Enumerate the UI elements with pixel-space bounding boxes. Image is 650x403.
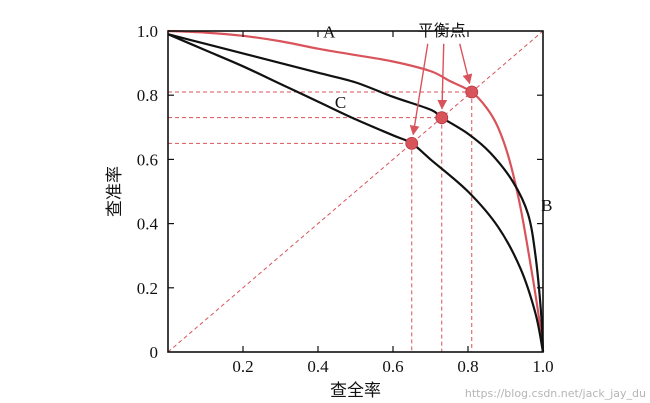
watermark: https://blog.csdn.net/jack_jay_du: [465, 387, 646, 400]
break-even-annotation: 平衡点: [418, 21, 466, 40]
x-tick-label: 0.4: [307, 357, 329, 376]
y-tick-label: 0.4: [137, 215, 159, 234]
x-axis-title: 查全率: [330, 381, 381, 401]
curve-label-c: C: [335, 93, 346, 112]
y-tick-label: 0: [150, 343, 159, 362]
break-even-point: [405, 136, 419, 150]
curves: [167, 29, 545, 353]
y-tick-label: 0.2: [137, 279, 158, 298]
curve-label-b: B: [541, 196, 552, 215]
diagonal-line: [167, 30, 544, 353]
x-tick-label: 0.2: [232, 357, 253, 376]
x-tick-label: 1.0: [532, 357, 553, 376]
curve-c: [167, 33, 545, 353]
break-even-markers: [405, 85, 479, 150]
axis-ticks: 0.2 0.4 0.6 0.8 1.0 0 0.2 0.4 0.6 0.8 1.0: [137, 22, 554, 376]
annotation-arrows: [409, 43, 473, 136]
break-even-point: [465, 85, 479, 99]
y-tick-label: 0.8: [137, 86, 158, 105]
curve-label-a: A: [323, 22, 336, 41]
curve-b: [167, 33, 545, 353]
annotation-arrow: [437, 43, 448, 110]
break-even-point: [435, 111, 449, 125]
x-tick-label: 0.6: [382, 357, 403, 376]
x-tick-label: 0.8: [457, 357, 478, 376]
y-tick-label: 0.6: [137, 150, 158, 169]
annotation-arrow: [409, 43, 429, 136]
curve-labels: A B C: [323, 22, 552, 214]
curve-a: [167, 29, 545, 353]
y-axis-title: 查准率: [105, 166, 125, 217]
plot-frame: [167, 30, 544, 353]
annotation-arrow: [459, 43, 473, 85]
y-tick-label: 1.0: [137, 22, 158, 41]
